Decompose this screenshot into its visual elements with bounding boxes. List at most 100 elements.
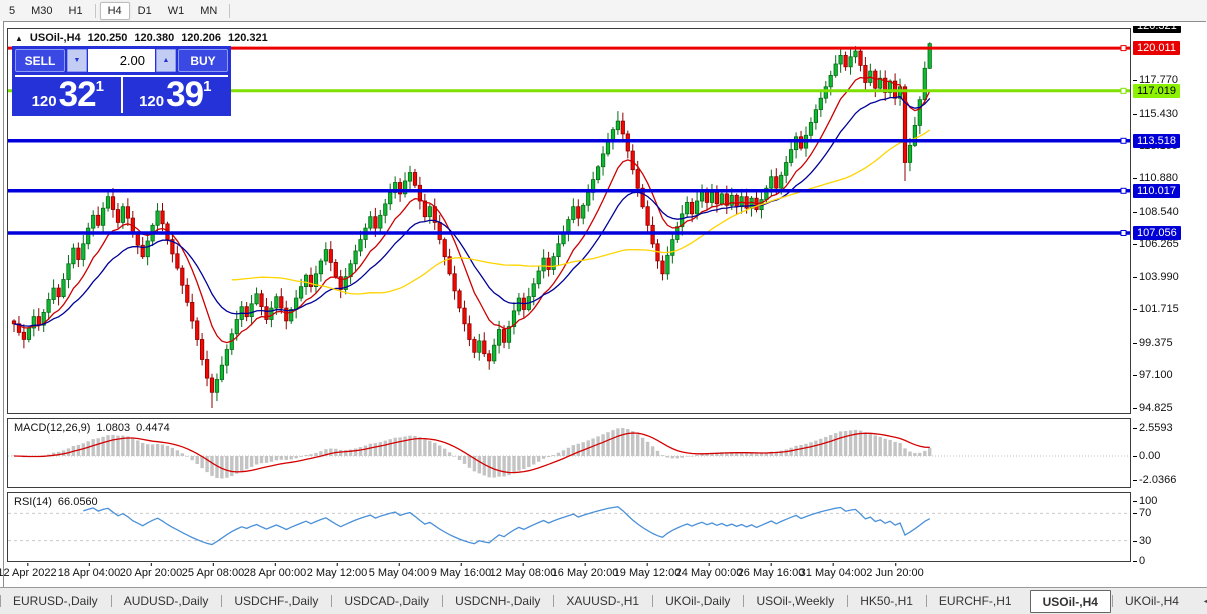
volume-stepper: ▼ 2.00 ▲ — [67, 49, 176, 72]
sell-price-prefix: 120 — [31, 93, 57, 110]
macd-value-signal: 0.4474 — [136, 422, 170, 434]
rsi-pane[interactable]: RSI(14) 66.0560 — [7, 492, 1131, 562]
date-label: 20 Apr 20:00 — [120, 563, 182, 579]
price-axis-badge-green: 117.019 — [1133, 84, 1180, 98]
buy-price-sup: 1 — [203, 78, 212, 95]
date-label: 18 Apr 04:00 — [58, 563, 120, 579]
macd-name: MACD(12,26,9) — [14, 422, 91, 434]
price-axis-tick: 97.100 — [1133, 369, 1173, 381]
sell-price-display[interactable]: 120 32 1 — [15, 77, 121, 113]
rsi-value: 66.0560 — [57, 496, 98, 508]
ohlc-low: 120.206 — [181, 32, 221, 44]
rsi-axis-label: 30 — [1132, 535, 1152, 547]
tab-xauusd-h1[interactable]: XAUUSD-,H1 — [553, 588, 652, 614]
moving-averages-layer — [13, 76, 931, 344]
tab-ukoil-h4[interactable]: UKOil-,H4 — [1111, 588, 1192, 614]
timeframe-toolbar: 5 M30 H1 H4 D1 W1 MN — [0, 0, 1207, 21]
rsi-name: RSI(14) — [14, 496, 52, 508]
sell-price-sup: 1 — [95, 78, 104, 95]
volume-field[interactable]: 2.00 — [88, 49, 155, 72]
date-label: 19 May 12:00 — [614, 563, 680, 579]
sell-button[interactable]: SELL — [15, 49, 65, 72]
tab-usoil-weekly[interactable]: USOil-,Weekly — [743, 588, 847, 614]
buy-price-big: 39 — [166, 75, 204, 114]
timeframe-w1[interactable]: W1 — [167, 4, 185, 17]
date-label: 12 Apr 2022 — [0, 563, 57, 579]
price-axis-tick: 94.825 — [1133, 402, 1173, 414]
macd-value-main: 1.0803 — [96, 422, 131, 434]
toolbar-separator — [94, 3, 96, 18]
date-label: 24 May 00:00 — [676, 563, 742, 579]
buy-price-prefix: 120 — [139, 93, 165, 110]
chart-title: ▲ USOil-,H4 120.250 120.380 120.206 120.… — [15, 32, 268, 44]
tab-hk50-h1[interactable]: HK50-,H1 — [847, 588, 926, 614]
tab-eurusd-daily[interactable]: EURUSD-,Daily — [0, 588, 111, 614]
tab-usdcnh-daily[interactable]: USDCNH-,Daily — [442, 588, 553, 614]
timeframe-5[interactable]: 5 — [9, 4, 16, 17]
ohlc-close: 120.321 — [227, 32, 268, 44]
price-axis-tick: 110.880 — [1133, 172, 1178, 184]
volume-decrease-button[interactable]: ▼ — [67, 49, 87, 72]
buy-price-display[interactable]: 120 39 1 — [123, 77, 229, 113]
chart-tab-bar: EURUSD-,Daily AUDUSD-,Daily USDCHF-,Daily U… — [0, 587, 1207, 614]
price-axis[interactable]: 117.770115.430113.155110.880108.540106.2… — [1132, 26, 1207, 586]
collapse-triangle-icon: ▲ — [15, 33, 23, 43]
spin-down-icon: ▼ — [73, 57, 81, 64]
tab-scroll-arrows: ◄ ► — [1192, 588, 1207, 614]
macd-pane[interactable]: MACD(12,26,9) 1.0803 0.4474 — [7, 418, 1131, 488]
price-divider — [120, 77, 123, 113]
rsi-line — [83, 506, 931, 546]
spin-up-icon: ▲ — [162, 57, 170, 64]
buy-button[interactable]: BUY — [178, 49, 228, 72]
macd-chart — [8, 428, 1130, 479]
rsi-label: RSI(14) 66.0560 — [14, 496, 98, 508]
date-label: 16 May 20:00 — [552, 563, 618, 579]
tab-usdchf-daily[interactable]: USDCHF-,Daily — [221, 588, 331, 614]
price-axis-tick: 103.990 — [1133, 271, 1179, 283]
price-axis-tick: 99.375 — [1133, 337, 1173, 349]
price-axis-badge-red: 120.011 — [1133, 41, 1180, 55]
price-pane[interactable]: ▲ USOil-,H4 120.250 120.380 120.206 120.… — [7, 28, 1131, 414]
date-label: 5 May 04:00 — [369, 563, 429, 579]
timeframe-h1[interactable]: H1 — [68, 4, 83, 17]
date-label: 12 May 08:00 — [490, 563, 556, 579]
price-axis-badge-blue: 107.056 — [1133, 226, 1181, 240]
rsi-axis-label: 0 — [1132, 555, 1146, 567]
tab-audusd-daily[interactable]: AUDUSD-,Daily — [110, 588, 222, 614]
tab-eurchf-h1[interactable]: EURCHF-,H1 — [925, 588, 1025, 614]
rsi-chart — [8, 506, 1130, 546]
date-label: 25 Apr 08:00 — [182, 563, 244, 579]
sell-price-big: 32 — [58, 75, 97, 114]
ohlc-high: 120.380 — [134, 32, 175, 44]
tab-ukoil-daily[interactable]: UKOil-,Daily — [652, 588, 743, 614]
date-label: 2 May 12:00 — [307, 563, 367, 579]
rsi-axis-label: 70 — [1132, 507, 1152, 519]
volume-increase-button[interactable]: ▲ — [156, 49, 176, 72]
date-label: 28 Apr 00:00 — [244, 563, 306, 579]
macd-axis-label: 2.5593 — [1133, 422, 1173, 434]
timeframe-h4[interactable]: H4 — [99, 1, 130, 20]
date-label: 26 May 16:00 — [738, 563, 804, 579]
tabs-scroll-left-icon[interactable]: ◄ — [1201, 596, 1207, 606]
price-axis-tick: 115.430 — [1133, 108, 1178, 120]
macd-label: MACD(12,26,9) 1.0803 0.4474 — [14, 422, 170, 434]
price-axis-tick: 108.540 — [1133, 206, 1179, 218]
chart-symbol: USOil-,H4 — [29, 32, 81, 44]
rsi-axis-label: 100 — [1132, 495, 1158, 507]
tab-usdcad-daily[interactable]: USDCAD-,Daily — [331, 588, 442, 614]
date-label: 2 Jun 20:00 — [866, 563, 924, 579]
macd-histogram — [12, 428, 932, 479]
timeframe-m30[interactable]: M30 — [31, 4, 53, 17]
date-axis[interactable]: 12 Apr 2022 18 Apr 04:00 20 Apr 20:00 25 Ap… — [0, 563, 1131, 585]
ohlc-open: 120.250 — [87, 32, 128, 44]
timeframe-d1[interactable]: D1 — [137, 4, 152, 17]
price-axis-badge-blue: 110.017 — [1133, 184, 1180, 198]
macd-axis-label: -2.0366 — [1132, 474, 1177, 486]
toolbar-separator — [229, 3, 231, 18]
price-axis-tick: 106.265 — [1133, 238, 1179, 250]
macd-axis-label: 0.00 — [1132, 450, 1161, 462]
tab-usoil-h4[interactable]: USOil-,H4 — [1029, 590, 1111, 613]
timeframe-mn[interactable]: MN — [200, 4, 218, 17]
date-label: 31 May 04:00 — [800, 563, 866, 579]
